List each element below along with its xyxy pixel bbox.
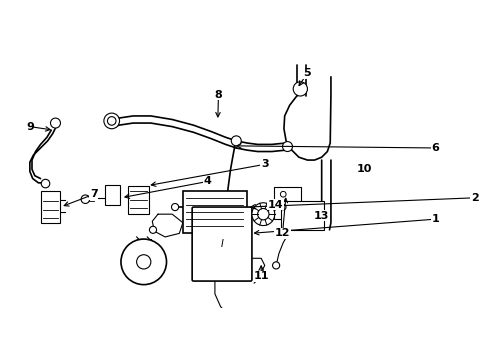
Text: 2: 2 <box>470 193 478 203</box>
Bar <box>281 201 323 230</box>
Bar <box>104 185 120 205</box>
Text: 7: 7 <box>90 189 98 199</box>
Text: 11: 11 <box>253 271 268 281</box>
Text: 8: 8 <box>214 90 222 100</box>
Circle shape <box>81 195 89 203</box>
Circle shape <box>103 113 119 129</box>
Bar <box>41 191 61 223</box>
Circle shape <box>149 226 156 233</box>
Circle shape <box>293 82 307 96</box>
FancyBboxPatch shape <box>183 191 246 233</box>
Text: 9: 9 <box>26 122 34 132</box>
Circle shape <box>251 203 274 226</box>
Circle shape <box>257 208 268 220</box>
Circle shape <box>272 262 279 269</box>
Circle shape <box>280 204 285 210</box>
Circle shape <box>50 118 61 128</box>
Bar <box>273 187 301 219</box>
Circle shape <box>232 315 239 322</box>
Circle shape <box>41 179 50 188</box>
Text: 5: 5 <box>303 68 311 78</box>
Text: 1: 1 <box>431 214 439 224</box>
Circle shape <box>107 117 116 125</box>
Circle shape <box>282 141 292 152</box>
Circle shape <box>171 203 178 211</box>
Circle shape <box>223 200 232 210</box>
Text: 14: 14 <box>267 200 283 210</box>
Text: 6: 6 <box>431 143 439 153</box>
Circle shape <box>280 192 285 197</box>
FancyBboxPatch shape <box>192 207 251 281</box>
Circle shape <box>121 239 166 285</box>
Text: 4: 4 <box>203 176 211 186</box>
Circle shape <box>136 255 151 269</box>
Text: 10: 10 <box>356 164 371 174</box>
Bar <box>128 186 149 214</box>
Text: I: I <box>220 239 223 249</box>
Text: 13: 13 <box>313 211 329 221</box>
Text: 12: 12 <box>274 228 290 238</box>
Text: 3: 3 <box>261 159 268 169</box>
Circle shape <box>231 136 241 146</box>
